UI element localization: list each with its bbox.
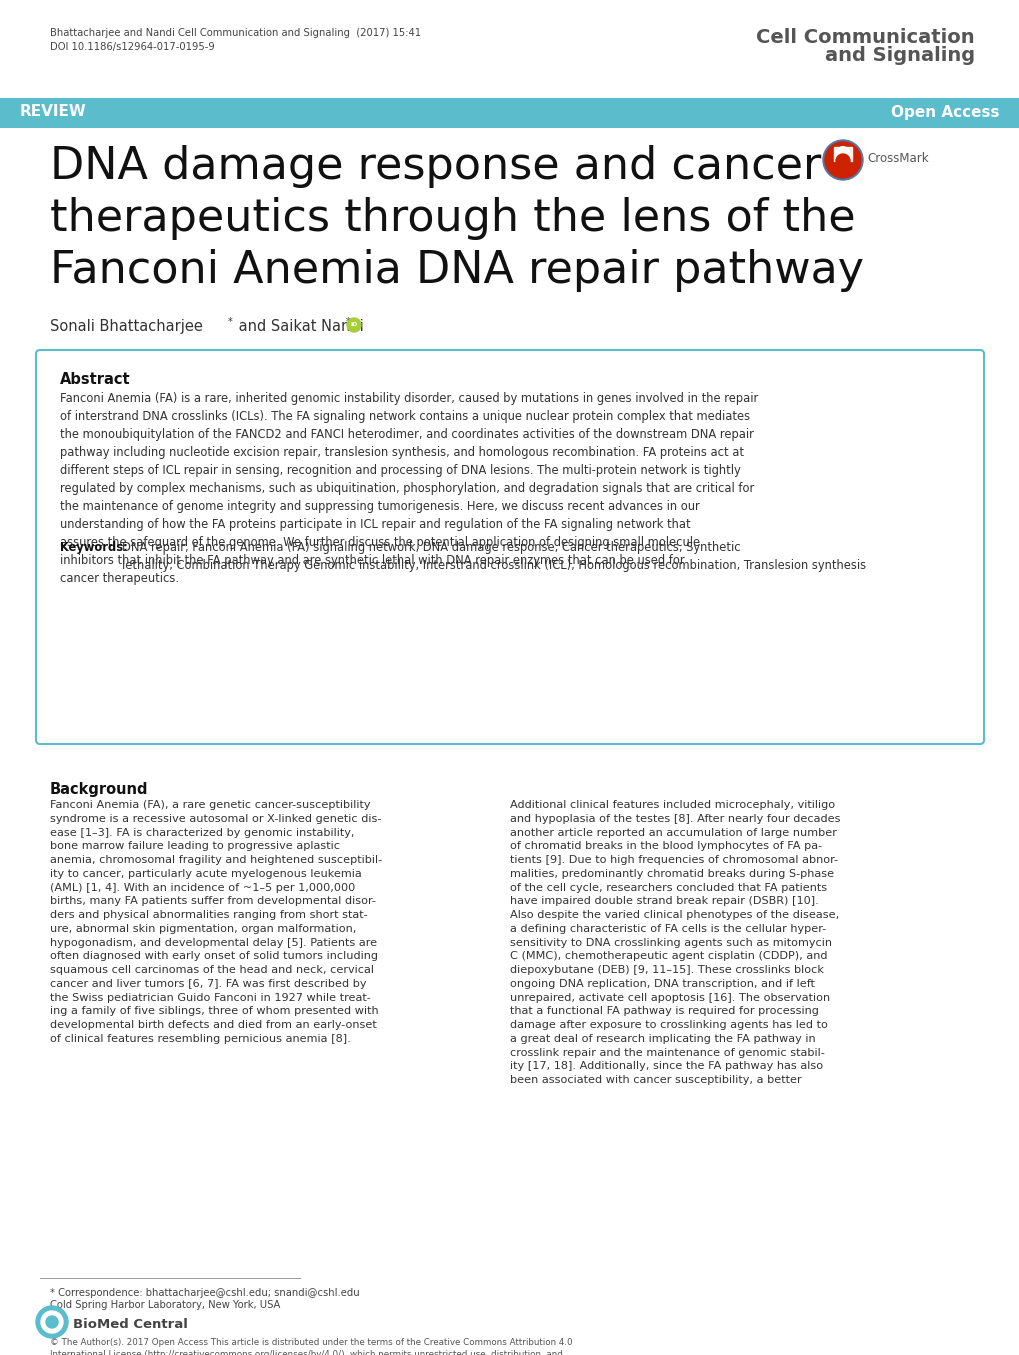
Text: and Signaling: and Signaling	[824, 46, 974, 65]
Text: DNA repair, Fanconi Anemia (FA) signaling network, DNA damage response, Cancer t: DNA repair, Fanconi Anemia (FA) signalin…	[122, 541, 865, 572]
Text: therapeutics through the lens of the: therapeutics through the lens of the	[50, 196, 855, 240]
Text: DOI 10.1186/s12964-017-0195-9: DOI 10.1186/s12964-017-0195-9	[50, 42, 215, 51]
Circle shape	[824, 142, 860, 178]
Text: Cold Spring Harbor Laboratory, New York, USA: Cold Spring Harbor Laboratory, New York,…	[50, 1299, 280, 1310]
Text: and Saikat Nandi: and Saikat Nandi	[233, 318, 364, 333]
Text: iD: iD	[350, 322, 358, 328]
Text: Fanconi Anemia DNA repair pathway: Fanconi Anemia DNA repair pathway	[50, 249, 863, 291]
Text: Sonali Bhattacharjee: Sonali Bhattacharjee	[50, 318, 203, 333]
Circle shape	[822, 140, 862, 180]
Circle shape	[836, 154, 849, 168]
Circle shape	[46, 1316, 58, 1328]
Text: Open Access: Open Access	[891, 104, 999, 119]
Text: Background: Background	[50, 782, 149, 797]
Text: CrossMark: CrossMark	[866, 152, 927, 164]
Circle shape	[41, 1312, 63, 1333]
Text: Fanconi Anemia (FA) is a rare, inherited genomic instability disorder, caused by: Fanconi Anemia (FA) is a rare, inherited…	[60, 392, 757, 585]
Circle shape	[36, 1306, 68, 1337]
Text: Cell Communication: Cell Communication	[756, 28, 974, 47]
Text: Keywords:: Keywords:	[60, 541, 127, 553]
Text: *: *	[228, 317, 232, 327]
Ellipse shape	[835, 146, 850, 167]
Bar	[0, 98, 1019, 127]
Text: *: *	[345, 317, 351, 327]
Text: Fanconi Anemia (FA), a rare genetic cancer-susceptibility
syndrome is a recessiv: Fanconi Anemia (FA), a rare genetic canc…	[50, 799, 382, 1043]
Text: © The Author(s). 2017 Open Access This article is distributed under the terms of: © The Author(s). 2017 Open Access This a…	[50, 1337, 608, 1355]
Text: BioMed Central: BioMed Central	[73, 1318, 187, 1331]
Text: Abstract: Abstract	[60, 373, 130, 388]
Text: Bhattacharjee and Nandi Cell Communication and Signaling  (2017) 15:41: Bhattacharjee and Nandi Cell Communicati…	[50, 28, 421, 38]
Text: DNA damage response and cancer: DNA damage response and cancer	[50, 145, 820, 188]
Text: REVIEW: REVIEW	[20, 104, 87, 119]
FancyBboxPatch shape	[36, 350, 983, 744]
Text: Additional clinical features included microcephaly, vitiligo
and hypoplasia of t: Additional clinical features included mi…	[510, 799, 840, 1085]
Text: * Correspondence: bhattacharjee@cshl.edu; snandi@cshl.edu: * Correspondence: bhattacharjee@cshl.edu…	[50, 1289, 360, 1298]
Circle shape	[346, 318, 361, 332]
